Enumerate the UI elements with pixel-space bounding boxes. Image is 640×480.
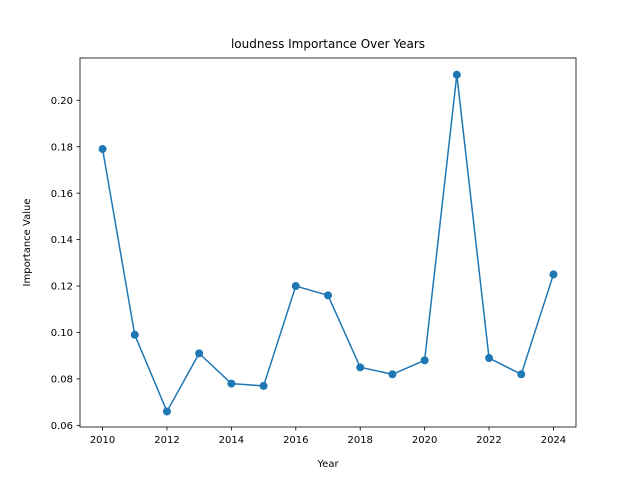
- x-tick-label: 2010: [90, 435, 115, 446]
- data-point-2013: [195, 349, 204, 358]
- y-tick-label: 0.06: [51, 421, 73, 432]
- y-tick-label: 0.10: [51, 328, 73, 339]
- y-tick-label: 0.20: [51, 96, 73, 107]
- x-tick-label: 2018: [347, 435, 372, 446]
- data-point-2010: [98, 145, 107, 154]
- data-point-2014: [227, 379, 236, 388]
- plot-frame: [79, 57, 577, 428]
- x-axis: 2010 2012 2014 2016 2018 2020 2022 2024: [90, 427, 566, 446]
- plot-area: [98, 70, 558, 416]
- data-point-2019: [388, 370, 397, 379]
- data-point-2017: [324, 291, 332, 300]
- y-tick-label: 0.12: [51, 282, 73, 293]
- data-point-2015: [259, 381, 268, 390]
- x-tick-label: 2014: [219, 435, 244, 446]
- x-tick-label: 2016: [283, 435, 308, 446]
- data-point-2024: [549, 270, 558, 279]
- data-point-2012: [162, 407, 171, 416]
- y-axis: 0.06 0.08 0.10 0.12 0.14 0.16 0.18 0.20: [51, 96, 80, 432]
- x-tick-label: 2020: [412, 435, 437, 446]
- y-tick-label: 0.16: [51, 189, 73, 200]
- y-tick-label: 0.18: [51, 142, 73, 153]
- x-axis-title: Year: [316, 459, 339, 470]
- data-point-2021: [452, 70, 461, 79]
- y-tick-label: 0.14: [51, 235, 73, 246]
- data-point-2018: [356, 363, 365, 372]
- data-point-2022: [485, 354, 494, 363]
- x-tick-label: 2012: [154, 435, 179, 446]
- chart-title: loudness Importance Over Years: [231, 37, 425, 51]
- x-tick-label: 2022: [476, 435, 501, 446]
- y-tick-label: 0.08: [51, 375, 73, 386]
- x-tick-label: 2024: [541, 435, 566, 446]
- data-point-2011: [130, 330, 139, 339]
- data-point-2016: [291, 282, 300, 291]
- data-point-2020: [420, 356, 429, 365]
- y-axis-title: Importance Value: [22, 199, 33, 287]
- data-point-2023: [517, 370, 526, 379]
